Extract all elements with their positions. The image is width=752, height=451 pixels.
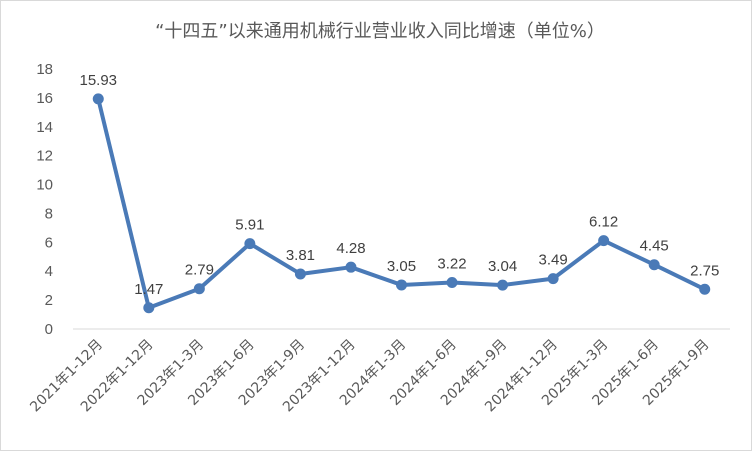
- y-tick-label: 10: [36, 177, 53, 194]
- data-point: [497, 279, 509, 291]
- data-label: 2.79: [185, 262, 214, 279]
- y-tick-label: 4: [45, 263, 53, 280]
- y-tick-label: 14: [36, 119, 53, 136]
- y-tick-label: 6: [45, 234, 53, 251]
- data-label: 15.93: [79, 72, 117, 89]
- y-tick-label: 2: [45, 292, 53, 309]
- data-point: [396, 279, 407, 291]
- data-label: 4.45: [640, 238, 669, 255]
- series-group: [92, 93, 711, 314]
- data-point: [598, 235, 610, 247]
- y-tick-label: 16: [36, 90, 53, 107]
- data-point: [446, 276, 458, 288]
- data-point: [648, 259, 660, 271]
- data-label: 1.47: [134, 281, 163, 298]
- data-point: [244, 238, 256, 250]
- y-tick-label: 8: [45, 205, 53, 222]
- y-tick-label: 12: [36, 148, 53, 165]
- data-label: 4.28: [336, 240, 365, 257]
- data-label: 5.91: [235, 217, 264, 234]
- data-point: [193, 283, 205, 295]
- y-tick-label: 18: [36, 61, 53, 78]
- y-tick-label: 0: [45, 321, 53, 338]
- data-point: [345, 261, 357, 273]
- data-point: [143, 302, 155, 314]
- chart-title: “十四五”以来通用机械行业营业收入同比增速（单位%）: [155, 21, 605, 42]
- data-label: 6.12: [589, 214, 618, 231]
- data-label: 2.75: [690, 262, 719, 279]
- data-label: 3.81: [286, 247, 315, 264]
- data-point: [294, 268, 306, 280]
- data-point: [699, 283, 711, 295]
- data-label: 3.49: [539, 252, 568, 269]
- data-label: 3.22: [437, 255, 466, 272]
- data-point: [92, 93, 104, 105]
- data-point: [547, 273, 559, 285]
- data-label: 3.04: [488, 258, 517, 275]
- data-label: 3.05: [387, 258, 416, 275]
- data-label-group: 15.93 1.47 2.79 5.91 3.81 4.28 3.05 3.22 3.04 3.4…: [79, 72, 719, 298]
